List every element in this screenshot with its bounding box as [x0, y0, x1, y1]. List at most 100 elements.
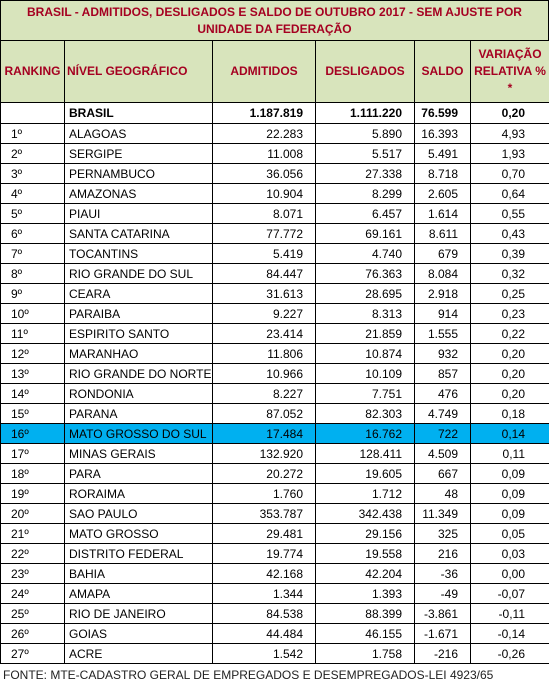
cell: 0,43 — [470, 223, 549, 244]
cell: 4º — [0, 183, 65, 204]
cell: PERNAMBUCO — [64, 163, 213, 184]
row: 4º AMAZONAS 10.904 8.299 2.605 0,64 — [0, 183, 549, 204]
cell: 17º — [0, 443, 65, 464]
cell: -1.671 — [414, 623, 471, 644]
cell: 1.111.220 — [315, 102, 415, 124]
cell: AMAZONAS — [64, 183, 213, 204]
cell: -3.861 — [414, 603, 471, 624]
cell: 46.155 — [315, 623, 415, 644]
header-cell: ADMITIDOS — [212, 40, 316, 103]
cell: -0,14 — [470, 623, 549, 644]
row: 21º MATO GROSSO 29.481 29.156 325 0,05 — [0, 523, 549, 544]
row: 13º RIO GRANDE DO NORTE 10.966 10.109 857 0,2… — [0, 363, 549, 384]
row: 12º MARANHAO 11.806 10.874 932 0,20 — [0, 343, 549, 364]
cell: 5º — [0, 203, 65, 224]
cell: 325 — [414, 523, 471, 544]
cell: BAHIA — [64, 563, 213, 584]
cell: BRASIL — [64, 102, 213, 124]
cell: 5.517 — [315, 143, 415, 164]
row: 19º RORAIMA 1.760 1.712 48 0,09 — [0, 483, 549, 504]
cell: 8.313 — [315, 303, 415, 324]
cell: -0,26 — [470, 643, 549, 664]
row: 8º RIO GRANDE DO SUL 84.447 76.363 8.084 0,32 — [0, 263, 549, 284]
cell: 11.349 — [414, 503, 471, 524]
cell: 22º — [0, 543, 65, 564]
row: 23º BAHIA 42.168 42.204 -36 0,00 — [0, 563, 549, 584]
cell: 4,93 — [470, 123, 549, 144]
cell: 1.187.819 — [212, 102, 316, 124]
cell: -0,07 — [470, 583, 549, 604]
cell: 69.161 — [315, 223, 415, 244]
cell: 22.283 — [212, 123, 316, 144]
cell: 8.299 — [315, 183, 415, 204]
cell: ACRE — [64, 643, 213, 664]
row: 25º RIO DE JANEIRO 84.538 88.399 -3.861 -0,11 — [0, 603, 549, 624]
cell: 476 — [414, 383, 471, 404]
cell: 21º — [0, 523, 65, 544]
cell: 36.056 — [212, 163, 316, 184]
title: BRASIL - ADMITIDOS, DESLIGADOS E SALDO D… — [0, 0, 549, 40]
cell: 20.272 — [212, 463, 316, 484]
cell: MARANHAO — [64, 343, 213, 364]
cell: 0,32 — [470, 263, 549, 284]
row: 20º SAO PAULO 353.787 342.438 11.349 0,09 — [0, 503, 549, 524]
cell: 0,55 — [470, 203, 549, 224]
cell: 23.414 — [212, 323, 316, 344]
row: 26º GOIAS 44.484 46.155 -1.671 -0,14 — [0, 623, 549, 644]
cell: RIO GRANDE DO SUL — [64, 263, 213, 284]
cell: 1,93 — [470, 143, 549, 164]
row: 5º PIAUI 8.071 6.457 1.614 0,55 — [0, 203, 549, 224]
cell: MATO GROSSO — [64, 523, 213, 544]
cell: 10.966 — [212, 363, 316, 384]
cell: 8.084 — [414, 263, 471, 284]
cell: 84.538 — [212, 603, 316, 624]
cell: CEARA — [64, 283, 213, 304]
cell: 216 — [414, 543, 471, 564]
cell: 16º — [0, 423, 65, 444]
cell: 0,11 — [470, 443, 549, 464]
row: 24º AMAPA 1.344 1.393 -49 -0,07 — [0, 583, 549, 604]
cell: RIO DE JANEIRO — [64, 603, 213, 624]
cell: 0,20 — [470, 363, 549, 384]
cell: 0,23 — [470, 303, 549, 324]
cell: 0,09 — [470, 463, 549, 484]
row: 27º ACRE 1.542 1.758 -216 -0,26 — [0, 643, 549, 664]
cell: 10.904 — [212, 183, 316, 204]
row: 17º MINAS GERAIS 132.920 128.411 4.509 0,11 — [0, 443, 549, 464]
cell: 0,09 — [470, 483, 549, 504]
cell: 0,39 — [470, 243, 549, 264]
cell: 27.338 — [315, 163, 415, 184]
cell: 4.509 — [414, 443, 471, 464]
cell: 0,20 — [470, 102, 549, 124]
cell: 0,00 — [470, 563, 549, 584]
row: 22º DISTRITO FEDERAL 19.774 19.558 216 0,03 — [0, 543, 549, 564]
cell: 31.613 — [212, 283, 316, 304]
cell: 5.491 — [414, 143, 471, 164]
cell: 20º — [0, 503, 65, 524]
header-cell: NÍVEL GEOGRÁFICO — [64, 40, 213, 103]
cell: PARA — [64, 463, 213, 484]
cell: 11.008 — [212, 143, 316, 164]
cell: 13º — [0, 363, 65, 384]
cell: 0,05 — [470, 523, 549, 544]
cell: -49 — [414, 583, 471, 604]
cell: 0,22 — [470, 323, 549, 344]
row: 1º ALAGOAS 22.283 5.890 16.393 4,93 — [0, 123, 549, 144]
cell: 857 — [414, 363, 471, 384]
cell: 6.457 — [315, 203, 415, 224]
cell: 7º — [0, 243, 65, 264]
cell: 16.393 — [414, 123, 471, 144]
cell: 1.614 — [414, 203, 471, 224]
cell: MINAS GERAIS — [64, 443, 213, 464]
header-cell: SALDO — [414, 40, 471, 103]
row: 11º ESPIRITO SANTO 23.414 21.859 1.555 0,22 — [0, 323, 549, 344]
cell: 132.920 — [212, 443, 316, 464]
cell: 722 — [414, 423, 471, 444]
cell: 26º — [0, 623, 65, 644]
row: 9º CEARA 31.613 28.695 2.918 0,25 — [0, 283, 549, 304]
cell: -0,11 — [470, 603, 549, 624]
table: RANKING NÍVEL GEOGRÁFICO ADMITIDOS DESLIGAD… — [0, 40, 549, 664]
cell: PIAUI — [64, 203, 213, 224]
cell: 8.611 — [414, 223, 471, 244]
